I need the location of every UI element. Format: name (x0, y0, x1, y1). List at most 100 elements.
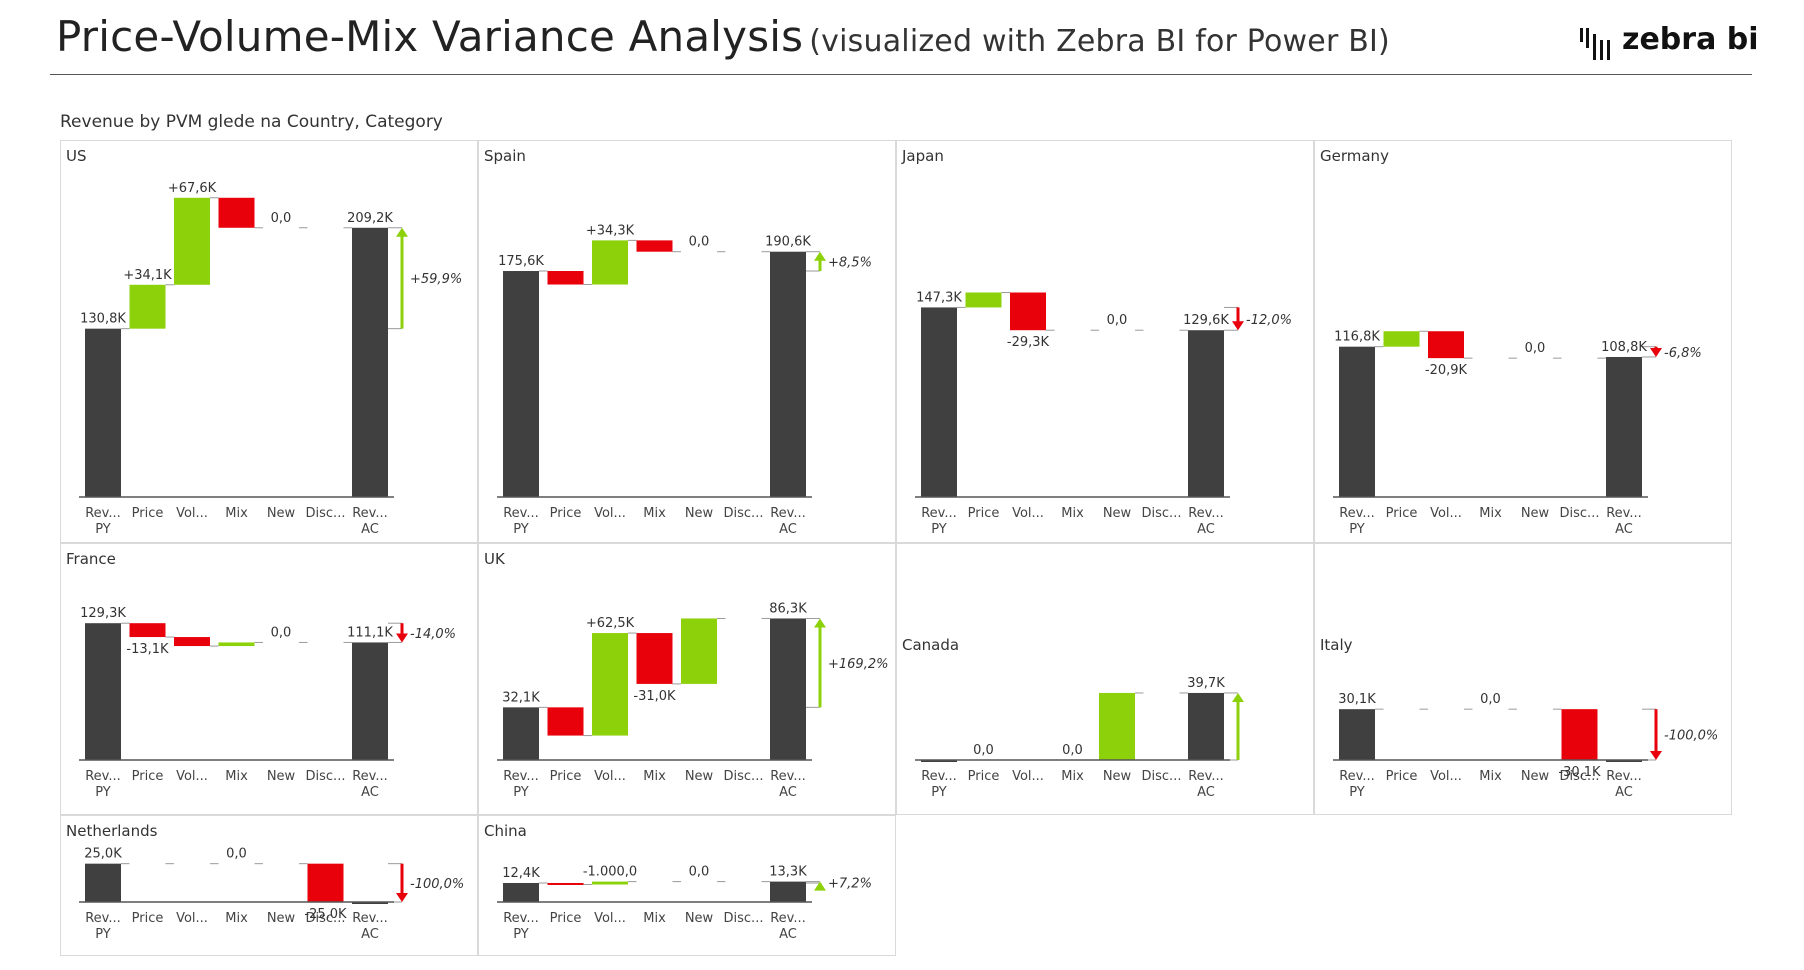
bar-delta-vol[interactable] (174, 637, 210, 647)
bar-delta-mix[interactable] (218, 197, 255, 228)
x-tick-label: Vol... (176, 911, 208, 926)
bar-revenue-ac[interactable] (1188, 330, 1224, 497)
x-tick-label: Price (550, 911, 582, 926)
main-title: Price-Volume-Mix Variance Analysis (56, 12, 804, 61)
panel-france[interactable]: France Rev... PY Price Vol... Mix New Disc... Re… (60, 543, 478, 815)
data-label: 0,0 (1062, 743, 1083, 758)
bar-delta-vol[interactable] (592, 881, 628, 885)
x-tick-label: Rev... (921, 769, 957, 784)
bar-delta-price[interactable] (547, 882, 584, 885)
panel-spain[interactable]: Spain Rev... PY Price Vol... Mix New Disc... Rev… (478, 140, 896, 543)
data-label: -25,0K (304, 907, 347, 922)
bar-revenue-ac[interactable] (352, 902, 388, 904)
bar-delta-disc[interactable] (307, 863, 344, 902)
x-tick-label: Rev... (352, 911, 388, 926)
x-tick-sublabel: AC (361, 927, 379, 942)
data-label: -20,9K (1425, 363, 1468, 378)
bar-revenue-ac[interactable] (770, 251, 806, 497)
bar-revenue-ac[interactable] (1188, 692, 1224, 760)
x-tick-sublabel: AC (779, 927, 797, 942)
bar-revenue-ac[interactable] (352, 227, 388, 498)
bar-revenue-ac[interactable] (352, 642, 388, 760)
panel-country-label: Spain (484, 147, 526, 165)
bar-revenue-ac[interactable] (1606, 356, 1642, 497)
data-label: 32,1K (502, 690, 540, 705)
bar-revenue-py[interactable] (921, 760, 957, 762)
bar-delta-mix[interactable] (636, 633, 673, 684)
bar-delta-vol[interactable] (592, 240, 628, 285)
x-tick-label: Rev... (85, 911, 121, 926)
x-tick-sublabel: PY (95, 522, 111, 537)
panel-us[interactable]: US Rev... PY Price Vol... Mix New Disc... Rev...… (60, 140, 478, 543)
data-label: 111,1K (347, 625, 393, 640)
x-tick-label: Mix (1479, 506, 1502, 521)
x-tick-label: New (685, 769, 714, 784)
x-tick-label: Price (550, 506, 582, 521)
bar-delta-price[interactable] (547, 271, 584, 285)
data-label: 108,8K (1601, 340, 1647, 355)
x-tick-label: Price (968, 506, 1000, 521)
bar-revenue-py[interactable] (1339, 346, 1375, 497)
data-label: +34,1K (123, 268, 172, 283)
bar-delta-price[interactable] (547, 707, 584, 736)
panel-germany[interactable]: Germany Rev... PY Price Vol... Mix New Disc... R… (1314, 140, 1732, 543)
bar-delta-price[interactable] (129, 623, 166, 638)
bar-revenue-py[interactable] (85, 623, 121, 760)
bar-delta-mix[interactable] (218, 642, 255, 647)
panel-country-label: China (484, 822, 527, 840)
bar-delta-vol[interactable] (174, 197, 210, 285)
variance-label: -100,0% (410, 877, 464, 892)
panel-country-label: Canada (902, 636, 960, 654)
bar-delta-vol[interactable] (1010, 292, 1046, 331)
variance-label: +59,9% (410, 272, 462, 287)
bar-revenue-py[interactable] (85, 863, 121, 902)
bar-delta-new[interactable] (1099, 692, 1135, 760)
panel-japan[interactable]: Japan Rev... PY Price Vol... Mix New Disc... Rev… (896, 140, 1314, 543)
panel-country-label: Netherlands (66, 822, 158, 840)
bar-revenue-py[interactable] (1339, 709, 1375, 760)
x-tick-label: Price (132, 769, 164, 784)
bar-delta-vol[interactable] (1428, 331, 1464, 359)
x-tick-label: Vol... (594, 769, 626, 784)
data-label: -1.000,0 (583, 865, 637, 880)
bar-revenue-ac[interactable] (1606, 760, 1642, 762)
bar-delta-new[interactable] (681, 618, 717, 684)
bar-delta-price[interactable] (965, 292, 1002, 308)
data-label: 129,3K (80, 606, 126, 621)
x-tick-label: Rev... (1606, 769, 1642, 784)
panel-china[interactable]: China Rev... PY Price Vol... Mix New Disc... Rev… (478, 815, 896, 956)
data-label: 0,0 (973, 743, 994, 758)
bar-revenue-py[interactable] (503, 882, 539, 902)
bar-revenue-py[interactable] (85, 328, 121, 497)
data-label: 12,4K (502, 866, 540, 881)
bar-delta-disc[interactable] (1561, 709, 1598, 760)
x-tick-label: New (267, 506, 296, 521)
x-tick-sublabel: PY (95, 785, 111, 800)
x-tick-label: New (267, 911, 296, 926)
x-tick-label: Vol... (594, 911, 626, 926)
x-tick-label: Rev... (1188, 506, 1224, 521)
x-tick-sublabel: PY (931, 785, 947, 800)
bar-delta-price[interactable] (129, 284, 166, 329)
small-multiples-grid: US Rev... PY Price Vol... Mix New Disc... Rev...… (60, 140, 1732, 956)
variance-label: +7,2% (828, 876, 872, 891)
bar-delta-mix[interactable] (636, 240, 673, 252)
bar-revenue-ac[interactable] (770, 618, 806, 760)
x-tick-label: New (1103, 506, 1132, 521)
bar-delta-vol[interactable] (592, 633, 628, 736)
variance-arrow-head (1650, 751, 1662, 760)
bar-revenue-py[interactable] (921, 307, 957, 497)
panel-italy[interactable]: Italy Rev... PY Price Vol... Mix New Disc... Rev… (1314, 543, 1732, 815)
x-tick-label: Price (132, 911, 164, 926)
bar-revenue-py[interactable] (503, 707, 539, 760)
x-tick-label: Rev... (1339, 769, 1375, 784)
bar-revenue-py[interactable] (503, 271, 539, 497)
x-tick-label: Price (132, 506, 164, 521)
bar-revenue-ac[interactable] (770, 881, 806, 902)
panel-canada[interactable]: Canada Rev... PY Price Vol... Mix New Disc... Re… (896, 543, 1314, 815)
panel-uk[interactable]: UK Rev... PY Price Vol... Mix New Disc... Rev...… (478, 543, 896, 815)
data-label: 190,6K (765, 235, 811, 250)
bar-delta-price[interactable] (1383, 331, 1420, 347)
panel-netherlands[interactable]: Netherlands Rev... PY Price Vol... Mix New Disc… (60, 815, 478, 956)
